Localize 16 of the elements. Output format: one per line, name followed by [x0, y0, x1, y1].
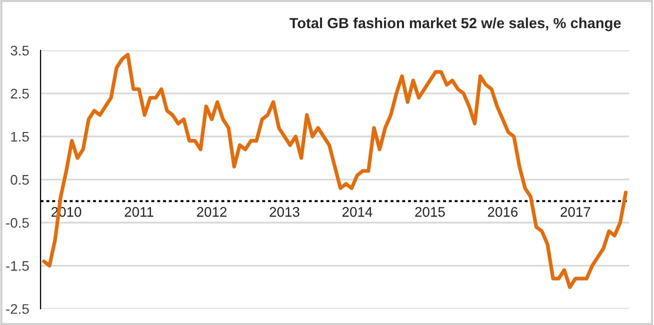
y-tick-label: -1.5 — [6, 261, 29, 271]
x-tick-label: 2013 — [270, 207, 300, 217]
x-tick-label: 2011 — [124, 207, 154, 217]
y-tick-label: -0.5 — [6, 218, 29, 228]
x-tick-label: 2016 — [488, 207, 518, 217]
y-tick-label: 2.5 — [10, 88, 29, 99]
y-tick-label: 1.5 — [11, 132, 29, 142]
x-tick-label: 2014 — [342, 207, 372, 217]
x-tick-label: 2017 — [560, 207, 590, 217]
y-tick-label: 0.5 — [10, 174, 29, 185]
y-tick-label: 3.5 — [10, 46, 29, 56]
x-tick-label: 2015 — [415, 207, 445, 217]
line-series — [42, 52, 628, 290]
x-tick-label: 2012 — [197, 207, 227, 217]
chart-title: Total GB fashion market 52 w/e sales, % change — [289, 18, 621, 32]
y-tick-label: -2.5 — [6, 304, 29, 314]
